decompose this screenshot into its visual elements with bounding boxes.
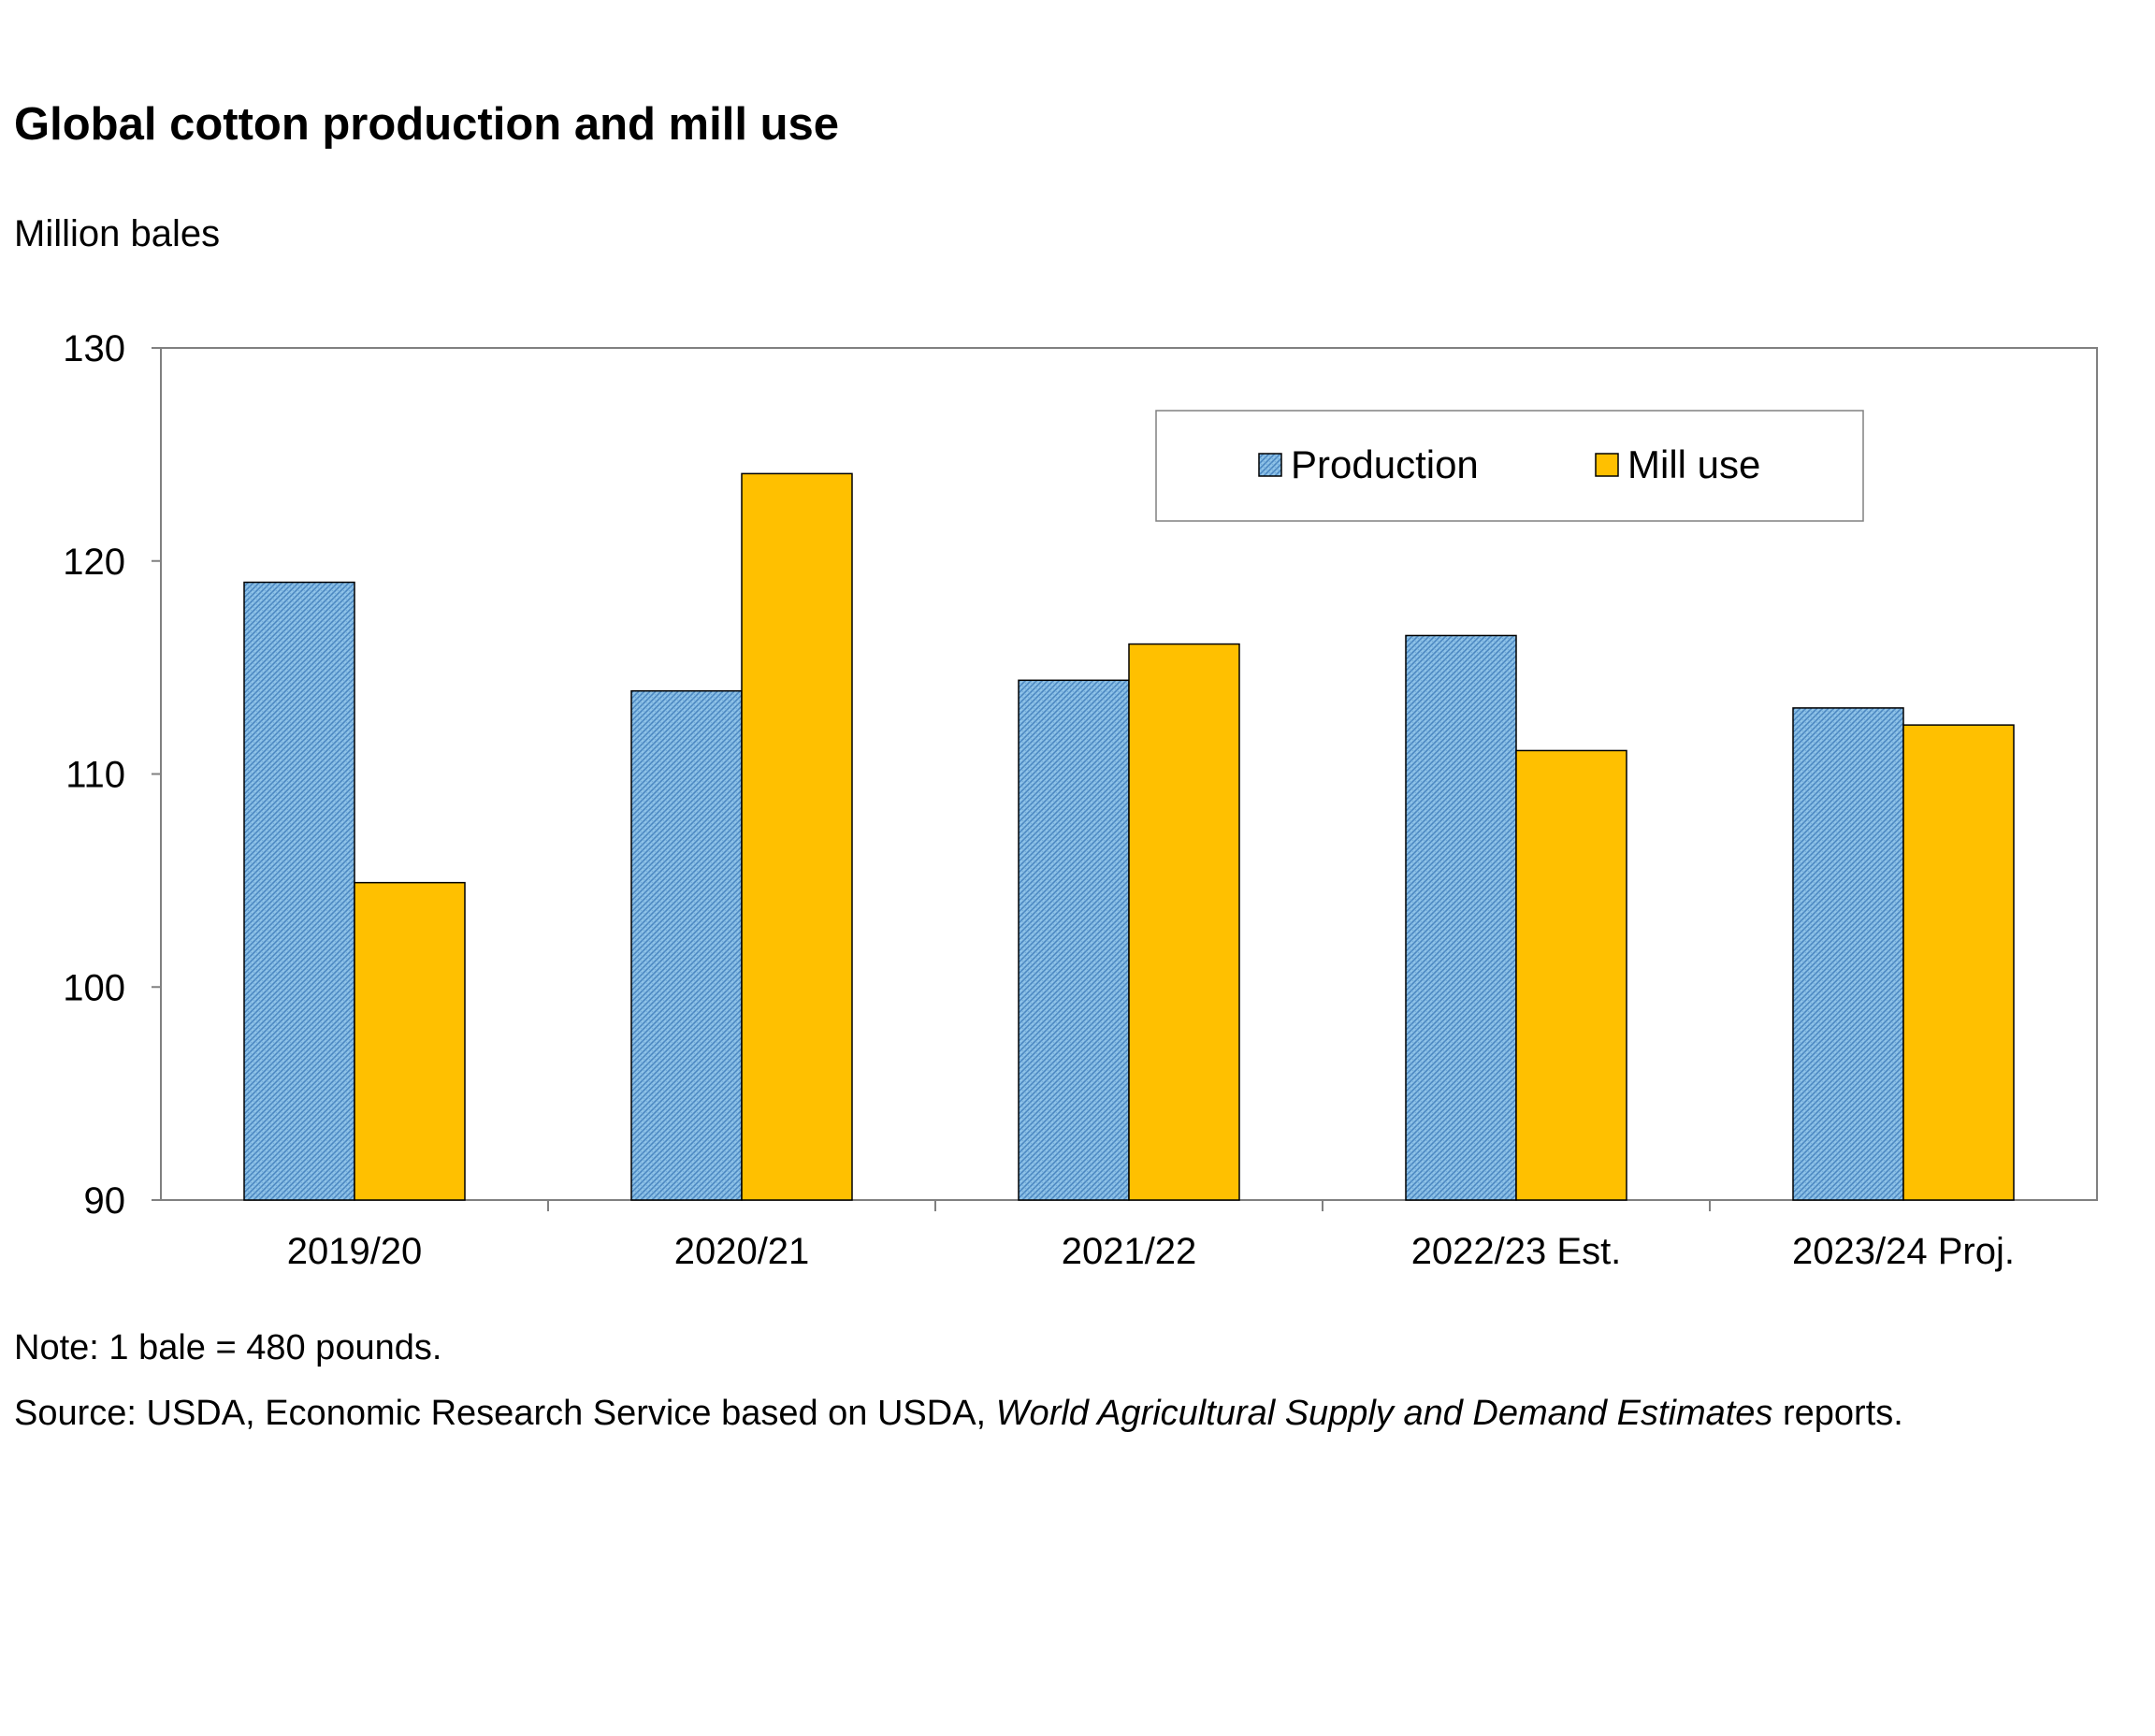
x-tick-label: 2019/20 bbox=[287, 1231, 423, 1272]
x-axis-ticks: 2019/20 2020/21 2021/22 2022/23 Est. 2023/24… bbox=[287, 1200, 2015, 1272]
y-tick-label: 90 bbox=[84, 1180, 126, 1222]
source-suffix: reports. bbox=[1772, 1394, 1903, 1433]
legend-label-production: Production bbox=[1291, 442, 1479, 486]
production-bar bbox=[1018, 679, 1130, 1201]
mill-use-bar bbox=[741, 472, 853, 1201]
source-prefix: Source: USDA, Economic Research Service … bbox=[14, 1394, 996, 1433]
chart-title: Global cotton production and mill use bbox=[14, 99, 839, 150]
mill-use-bar bbox=[1128, 643, 1240, 1201]
production-bar bbox=[630, 689, 743, 1201]
x-tick-label: 2023/24 Proj. bbox=[1792, 1231, 2015, 1272]
x-tick-label: 2021/22 bbox=[1062, 1231, 1197, 1272]
source-report-title: World Agricultural Supply and Demand Est… bbox=[995, 1394, 1773, 1433]
y-axis-units-label: Million bales bbox=[14, 213, 221, 254]
production-bar bbox=[1405, 634, 1517, 1201]
source-text: Source: USDA, Economic Research Service … bbox=[14, 1394, 1903, 1434]
mill-use-bar bbox=[1902, 724, 2015, 1201]
note-text: Note: 1 bale = 480 pounds. bbox=[14, 1328, 442, 1367]
y-tick-label: 110 bbox=[65, 755, 125, 796]
mill-use-bar bbox=[354, 881, 466, 1201]
legend-swatch-production bbox=[1258, 453, 1282, 477]
y-tick-label: 130 bbox=[63, 328, 125, 369]
x-tick-label: 2020/21 bbox=[674, 1231, 810, 1272]
y-axis-ticks: 90 100 110 120 130 bbox=[63, 328, 161, 1222]
x-tick-label: 2022/23 Est. bbox=[1411, 1231, 1622, 1272]
legend-label-mill-use: Mill use bbox=[1627, 442, 1760, 486]
production-bar bbox=[1792, 707, 1904, 1201]
y-tick-label: 100 bbox=[63, 967, 125, 1008]
mill-use-bar bbox=[1515, 749, 1627, 1201]
y-tick-label: 120 bbox=[63, 542, 125, 583]
legend: Production Mill use bbox=[1155, 410, 1864, 522]
bar-series bbox=[243, 472, 2015, 1201]
legend-swatch-mill-use bbox=[1595, 453, 1619, 477]
production-bar bbox=[243, 581, 355, 1201]
bar-chart: 90 100 110 120 130 2019/20 2020/21 2021/22 2022… bbox=[63, 328, 2098, 1272]
